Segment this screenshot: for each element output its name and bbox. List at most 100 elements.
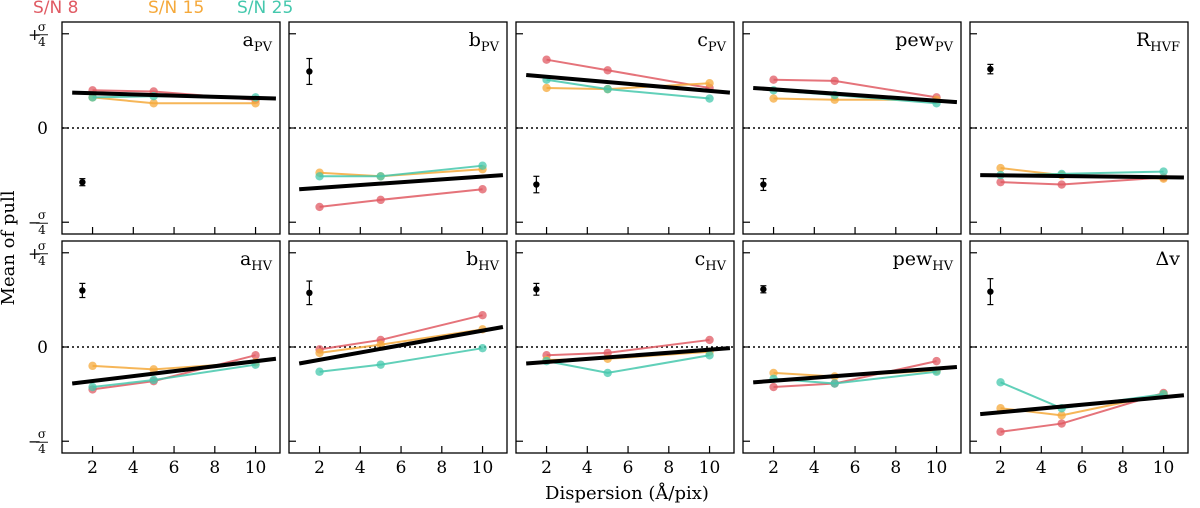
x-tick-label: 6 bbox=[169, 458, 180, 478]
fit-line bbox=[753, 85, 958, 105]
panel-pew-hv: 2 4 6 8 10 pewHV bbox=[742, 240, 962, 478]
x-tick-label: 10 bbox=[1153, 458, 1175, 478]
data-point-sn25 bbox=[830, 379, 839, 388]
data-point-sn8 bbox=[603, 66, 612, 75]
y-tick-label-bottom-den: 4 bbox=[38, 223, 46, 237]
y-axis-label: Mean of pull bbox=[0, 190, 19, 305]
panel-c-pv: cPV bbox=[515, 21, 735, 235]
data-point-sn25 bbox=[315, 367, 324, 376]
data-point-sn25 bbox=[376, 172, 385, 181]
legend: S/N 8 S/N 15 S/N 25 bbox=[33, 0, 293, 18]
y-tick-label-top: + bbox=[28, 25, 41, 44]
x-tick-label: 10 bbox=[699, 458, 721, 478]
x-tick-label: 10 bbox=[245, 458, 267, 478]
fit-line bbox=[980, 393, 1185, 417]
data-point-sn8 bbox=[830, 76, 839, 86]
data-point-sn25 bbox=[376, 360, 385, 369]
data-point-sn15 bbox=[88, 361, 97, 371]
x-tick-label: 2 bbox=[87, 458, 98, 478]
x-tick-label: 6 bbox=[850, 458, 861, 478]
data-point-sn8 bbox=[603, 348, 612, 358]
data-point-sn8 bbox=[705, 335, 714, 345]
y-tick-label-bottom-den: 4 bbox=[38, 442, 46, 456]
y-tick-label-bottom-num: σ bbox=[38, 208, 46, 222]
error-bar-point bbox=[987, 65, 994, 73]
error-bar-point bbox=[306, 289, 313, 297]
x-tick-label: 8 bbox=[209, 458, 220, 478]
x-tick-label: 8 bbox=[890, 458, 901, 478]
error-bar-point bbox=[79, 287, 86, 294]
error-bar-point bbox=[79, 178, 86, 186]
panel-label: bHV bbox=[466, 248, 500, 274]
y-tick-label-top-num: σ bbox=[38, 239, 46, 253]
data-point-sn8 bbox=[315, 202, 324, 212]
x-tick-label: 6 bbox=[1077, 458, 1088, 478]
panel-b-hv: 2 4 6 8 10 bHV bbox=[288, 240, 508, 478]
fit-line bbox=[71, 356, 277, 386]
error-bar-point bbox=[760, 181, 767, 188]
x-tick-label: 6 bbox=[623, 458, 634, 478]
data-point-sn8 bbox=[251, 351, 260, 360]
data-point-sn15 bbox=[251, 99, 260, 108]
data-point-sn25 bbox=[478, 161, 487, 170]
data-point-sn15 bbox=[1057, 411, 1066, 420]
x-tick-label: 8 bbox=[1117, 458, 1128, 478]
data-point-sn15 bbox=[769, 94, 778, 103]
data-point-sn8 bbox=[996, 427, 1005, 436]
fit-line bbox=[526, 346, 731, 366]
x-tick-label: 8 bbox=[436, 458, 447, 478]
fit-line bbox=[753, 365, 958, 385]
panel-c-hv: 2 4 6 8 10 cHV bbox=[515, 240, 735, 478]
fit-line bbox=[72, 90, 276, 101]
data-point-sn8 bbox=[542, 55, 551, 64]
y-tick-label-top: + bbox=[28, 244, 41, 263]
y-tick-label-top-den: 4 bbox=[38, 254, 46, 268]
y-tick-label-zero: 0 bbox=[37, 338, 48, 358]
data-point-sn15 bbox=[315, 348, 324, 358]
panel-b-pv: bPV bbox=[288, 21, 508, 235]
fit-line bbox=[526, 73, 731, 95]
data-point-sn8 bbox=[769, 382, 778, 392]
x-tick-label: 6 bbox=[396, 458, 407, 478]
data-point-sn8 bbox=[932, 356, 941, 366]
panel-label: pewHV bbox=[893, 248, 954, 274]
panel-label: cHV bbox=[695, 248, 727, 274]
panel-dv: 2 4 6 8 10 Δv bbox=[969, 240, 1189, 478]
data-point-sn8 bbox=[478, 311, 487, 320]
y-tick-label-bottom-num: σ bbox=[38, 427, 46, 441]
fit-line bbox=[299, 173, 504, 192]
data-point-sn15 bbox=[996, 163, 1005, 173]
data-point-sn15 bbox=[542, 83, 551, 93]
series-line-sn15 bbox=[319, 328, 483, 354]
panel-label: cPV bbox=[697, 29, 726, 55]
y-tick-label-bottom: − bbox=[28, 432, 41, 451]
panel-label: aHV bbox=[240, 248, 273, 274]
fit-line bbox=[298, 325, 504, 366]
x-tick-label: 8 bbox=[663, 458, 674, 478]
error-bar-point bbox=[306, 68, 313, 75]
data-point-sn8 bbox=[1057, 419, 1066, 428]
y-tick-label-zero: 0 bbox=[37, 119, 48, 139]
x-tick-label: 4 bbox=[1036, 458, 1047, 478]
data-point-sn25 bbox=[1159, 167, 1168, 176]
data-point-sn25 bbox=[705, 351, 714, 360]
panel-label: bPV bbox=[469, 29, 500, 55]
data-point-sn25 bbox=[603, 368, 612, 378]
data-point-sn25 bbox=[478, 343, 487, 353]
data-point-sn15 bbox=[769, 368, 778, 378]
data-point-sn25 bbox=[315, 172, 324, 181]
panel-label: Δv bbox=[1156, 248, 1181, 270]
x-axis-label: Dispersion (Å/pix) bbox=[545, 482, 709, 504]
data-point-sn25 bbox=[149, 375, 158, 385]
panel-pew-pv: pewPV bbox=[742, 21, 962, 235]
x-tick-label: 2 bbox=[314, 458, 325, 478]
panel-r-hvf: RHVF bbox=[969, 21, 1189, 235]
legend-sn8: S/N 8 bbox=[33, 0, 78, 18]
error-bar-point bbox=[533, 181, 540, 188]
x-tick-label: 4 bbox=[355, 458, 366, 478]
data-point-sn25 bbox=[88, 382, 97, 392]
data-point-sn25 bbox=[705, 94, 714, 103]
